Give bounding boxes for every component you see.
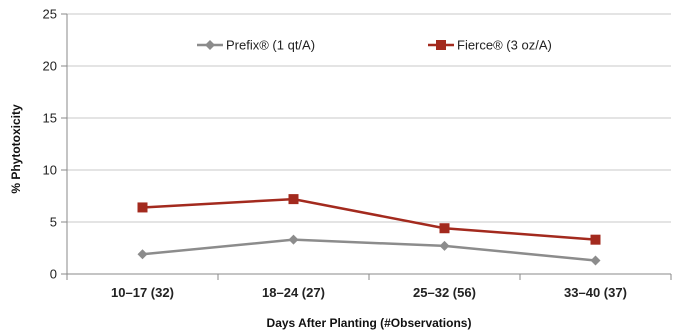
y-axis-title: % Phytotoxicity [9,104,23,194]
series-line [142,238,596,262]
data-point [137,202,148,213]
x-axis-title: Days After Planting (#Observations) [267,316,472,330]
x-tick-labels: 10–17 (32) 18–24 (27) 25–32 (56) 33–40 (37) [111,285,627,300]
y-tick-labels: 0 5 10 15 20 25 [43,7,57,282]
series-line [142,197,596,241]
data-point [439,240,450,251]
series-0 [137,234,601,266]
gridlines [61,13,671,275]
x-tick-label: 25–32 (56) [413,285,476,300]
series-group [137,194,601,266]
y-tick-label: 15 [43,111,57,126]
data-point [137,249,148,260]
legend-marker [205,40,215,50]
data-point [590,234,601,245]
legend-item: Fierce® (3 oz/A) [428,38,552,53]
x-tick-label: 10–17 (32) [111,285,174,300]
data-point [439,223,450,234]
y-tick-label: 5 [50,215,57,230]
legend: Prefix® (1 qt/A) Fierce® (3 oz/A) [197,38,552,53]
y-tick-label: 25 [43,7,57,22]
legend-marker [436,40,446,50]
y-tick-label: 10 [43,163,57,178]
x-tick-label: 18–24 (27) [262,285,325,300]
y-tick-label: 20 [43,59,57,74]
legend-item: Prefix® (1 qt/A) [197,38,315,53]
axes [66,14,672,280]
legend-label: Fierce® (3 oz/A) [457,38,552,53]
legend-label: Prefix® (1 qt/A) [226,38,315,53]
data-point [288,234,299,245]
x-tick-label: 33–40 (37) [564,285,627,300]
data-point [590,255,601,266]
y-tick-label: 0 [50,267,57,282]
data-point [288,194,299,205]
series-1 [137,194,601,245]
